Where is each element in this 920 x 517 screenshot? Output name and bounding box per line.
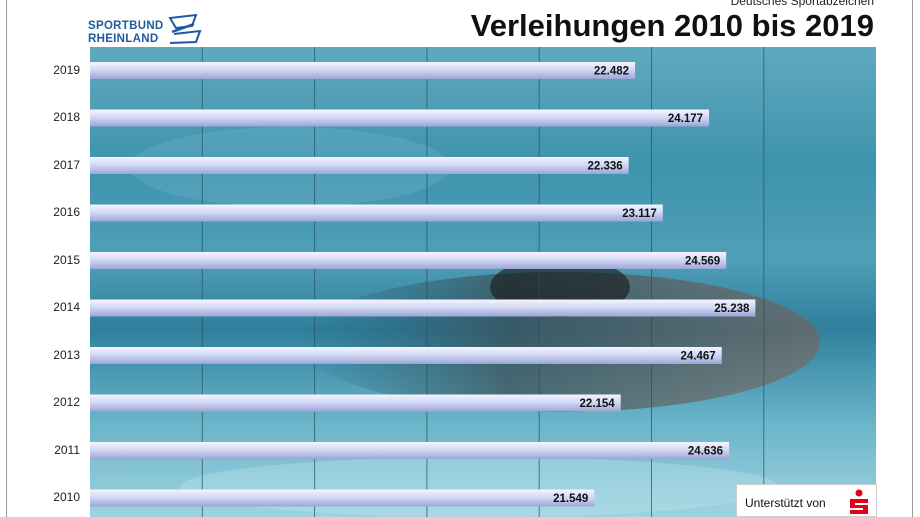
year-label-2010: 2010 (53, 490, 80, 504)
value-label-2010: 21.549 (553, 493, 588, 505)
bar-2018 (90, 109, 710, 127)
bars-group: 22.482 24.177 22.336 23.117 24.569 25.238 24.4… (90, 62, 756, 507)
bar-2011 (90, 442, 730, 459)
right-border (912, 0, 913, 517)
sportbund-logo: SPORTBUND RHEINLAND (88, 12, 208, 46)
left-border (6, 0, 7, 517)
chart-svg: 22.482 24.177 22.336 23.117 24.569 25.238 24.4… (90, 47, 820, 517)
year-label-2019: 2019 (53, 62, 80, 77)
value-label-2014: 25.238 (714, 303, 750, 315)
bar-2017 (90, 157, 629, 174)
logo-mark-icon (168, 13, 202, 44)
year-label-2016: 2016 (53, 205, 80, 219)
plot-area: 22.482 24.177 22.336 23.117 24.569 25.238 24.4… (90, 47, 876, 517)
sponsor-box: Unterstützt von (736, 484, 877, 517)
supertitle: Deutsches Sportabzeichen (730, 0, 874, 8)
bar-2014 (90, 299, 756, 317)
bar-2019 (90, 62, 636, 79)
year-label-2017: 2017 (53, 157, 80, 172)
year-label-2012: 2012 (53, 395, 80, 409)
sponsor-label: Unterstützt von (745, 496, 826, 510)
value-label-2011: 24.636 (688, 446, 723, 458)
value-label-2017: 22.336 (587, 161, 622, 173)
year-label-2014: 2014 (53, 300, 80, 314)
bar-2013 (90, 347, 722, 364)
bar-2010 (90, 489, 595, 507)
year-label-2013: 2013 (53, 347, 80, 362)
year-label-2018: 2018 (53, 110, 80, 124)
logo-line1: SPORTBUND (88, 20, 164, 32)
bar-2015 (90, 252, 727, 269)
bar-2012 (90, 394, 621, 412)
sparkasse-s-icon (850, 489, 868, 514)
value-label-2012: 22.154 (580, 398, 616, 410)
logo-line2: RHEINLAND (88, 33, 159, 45)
year-label-2011: 2011 (54, 442, 80, 457)
year-label-2015: 2015 (53, 252, 80, 267)
value-label-2018: 24.177 (668, 113, 703, 125)
bar-2016 (90, 204, 663, 222)
value-label-2015: 24.569 (685, 256, 720, 268)
chart-title: Verleihungen 2010 bis 2019 (470, 8, 874, 43)
value-label-2019: 22.482 (594, 66, 629, 78)
value-label-2013: 24.467 (681, 351, 716, 363)
value-label-2016: 23.117 (622, 208, 657, 220)
